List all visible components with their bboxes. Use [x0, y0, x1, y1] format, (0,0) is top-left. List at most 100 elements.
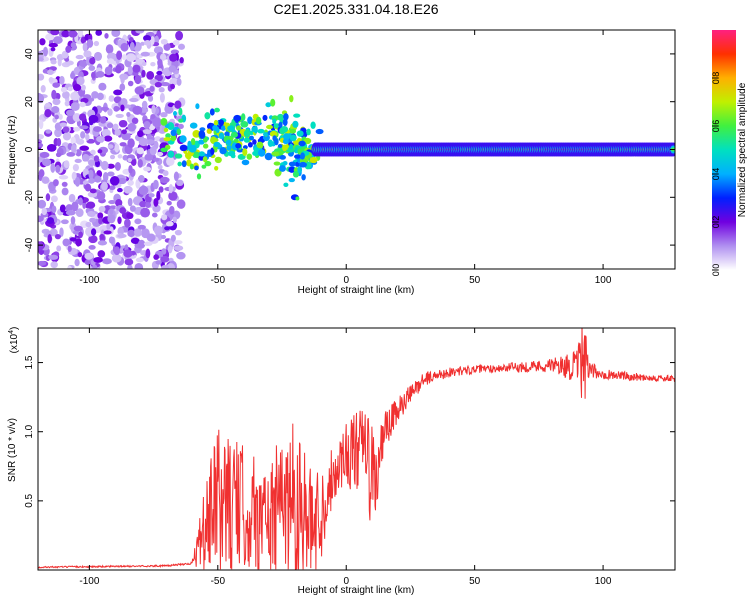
heatmap-cell	[141, 100, 148, 109]
heatmap-cell	[38, 134, 44, 140]
heatmap-cell	[38, 57, 44, 62]
heatmap-cell	[164, 226, 171, 231]
heatmap-cell	[262, 132, 269, 137]
heatmap-cell	[80, 84, 86, 91]
heatmap-cell	[52, 82, 61, 88]
heatmap-cell	[172, 111, 178, 116]
heatmap-cell	[130, 237, 140, 244]
heatmap-cell	[50, 162, 56, 173]
heatmap-cell	[230, 131, 239, 138]
heatmap-cell	[46, 217, 55, 224]
spectrogram-x-label: Height of straight line (km)	[298, 285, 415, 296]
heatmap-cell	[236, 147, 244, 153]
heatmap-cell	[280, 126, 289, 133]
y-tick-label: 1.0	[24, 424, 35, 438]
heatmap-cell	[50, 59, 57, 65]
heatmap-cell	[95, 70, 105, 78]
heatmap-cell	[38, 169, 45, 178]
heatmap-cell	[303, 137, 312, 145]
colorbar-tick-label: 0.6	[711, 120, 721, 133]
heatmap-cell	[292, 120, 299, 128]
heatmap-cell	[257, 149, 266, 157]
heatmap-cell	[97, 149, 103, 154]
heatmap-cell	[69, 237, 77, 242]
heatmap-cell	[71, 201, 79, 212]
heatmap-cell	[283, 113, 289, 121]
heatmap-cell	[59, 204, 66, 213]
y-tick-label: 20	[24, 96, 35, 108]
heatmap-cell	[262, 114, 268, 121]
heatmap-cell	[126, 111, 131, 118]
heatmap-cell	[273, 123, 280, 129]
heatmap-cell	[109, 154, 116, 160]
heatmap-cell	[236, 125, 242, 131]
heatmap-cell	[294, 148, 299, 154]
heatmap-cell	[114, 128, 121, 137]
heatmap-cell	[288, 166, 296, 173]
heatmap-cell	[89, 217, 97, 223]
heatmap-cell	[108, 236, 115, 244]
heatmap-cell	[143, 241, 153, 247]
heatmap-cell	[160, 117, 168, 126]
heatmap-cell	[108, 95, 115, 102]
heatmap-cell	[96, 135, 105, 143]
heatmap-cell	[129, 205, 136, 212]
heatmap-cell	[265, 102, 272, 108]
heatmap-cell	[145, 248, 151, 259]
heatmap-cell	[292, 170, 300, 178]
heatmap-cell	[65, 209, 76, 216]
heatmap-cell	[73, 84, 82, 92]
heatmap-cell	[267, 139, 274, 147]
heatmap-cell	[38, 199, 47, 209]
heatmap-cell	[51, 205, 57, 214]
heatmap-cell	[274, 138, 279, 146]
heatmap-cell	[199, 127, 206, 132]
heatmap-cell	[128, 37, 134, 42]
heatmap-cell	[162, 170, 169, 177]
heatmap-cell	[128, 165, 133, 174]
heatmap-cell	[55, 152, 62, 158]
y-tick-label: 0.5	[24, 493, 35, 507]
heatmap-cell	[61, 187, 69, 196]
heatmap-cell	[153, 197, 159, 207]
heatmap-cell	[93, 256, 103, 263]
heatmap-cell	[172, 216, 177, 223]
heatmap-cell	[50, 195, 58, 203]
heatmap-cell	[227, 125, 235, 132]
heatmap-cell	[169, 53, 178, 62]
snr-y-multiplier: (x104)	[8, 327, 20, 354]
colorbar-scale	[712, 30, 736, 270]
heatmap-cell	[139, 200, 147, 208]
heatmap-cell	[43, 46, 48, 57]
heatmap-cell	[169, 78, 179, 86]
heatmap-cell	[153, 46, 164, 55]
heatmap-cell	[143, 120, 151, 129]
heatmap-cell	[76, 76, 85, 86]
heatmap-cell	[106, 222, 111, 230]
heatmap-cell	[91, 91, 99, 99]
heatmap-cell	[190, 137, 196, 146]
x-tick-label: 50	[469, 275, 481, 286]
heatmap-cell	[70, 72, 75, 80]
heatmap-cell	[95, 30, 103, 36]
y-tick-label: -20	[24, 190, 35, 205]
heatmap-cell	[117, 226, 124, 236]
heatmap-cell	[55, 164, 61, 173]
heatmap-cell	[123, 185, 133, 194]
heatmap-cell	[64, 100, 70, 107]
heatmap-cell	[288, 161, 296, 167]
heatmap-cell	[44, 103, 51, 108]
heatmap-cell	[169, 205, 175, 215]
heatmap-cell	[104, 66, 113, 76]
heatmap-cell	[107, 214, 116, 224]
heatmap-cell	[63, 160, 70, 169]
heatmap-cell	[98, 82, 107, 91]
heatmap-cell	[151, 212, 158, 218]
heatmap-cell	[38, 215, 44, 223]
heatmap-cell	[65, 204, 73, 212]
heatmap-cell	[127, 229, 136, 238]
heatmap-cell	[158, 186, 164, 193]
heatmap-cell	[227, 150, 236, 157]
heatmap-cell	[140, 41, 145, 46]
heatmap-cell	[134, 218, 142, 225]
